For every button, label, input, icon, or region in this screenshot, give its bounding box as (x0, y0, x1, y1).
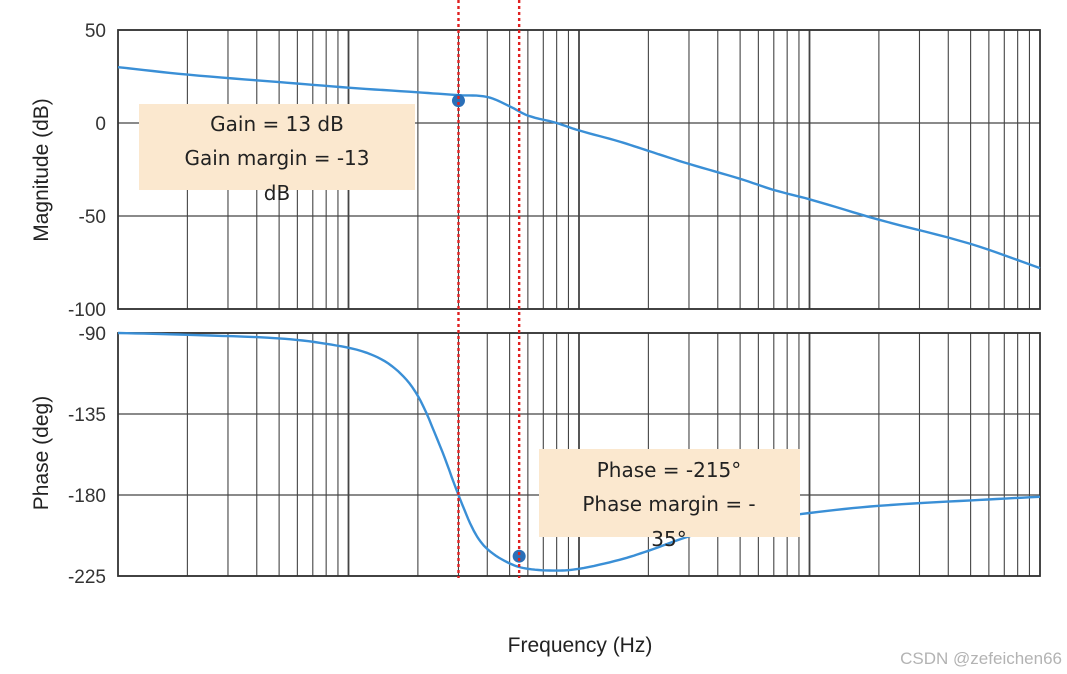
y-tick-label: -50 (79, 207, 106, 228)
data-point-marker (512, 549, 526, 563)
annotation-text: Gain = 13 dB (210, 112, 344, 136)
data-point-marker (451, 94, 465, 108)
annotation-text: dB (264, 181, 290, 205)
annotation-text: Phase margin = - (582, 492, 755, 516)
annotation-text: Gain margin = -13 (184, 146, 369, 170)
y-tick-label: 0 (95, 114, 106, 135)
watermark-text: CSDN @zefeichen66 (900, 649, 1062, 668)
annotation-text: 35° (651, 527, 686, 551)
series-line (117, 66, 1041, 270)
magnitude-y-axis-label: Magnitude (dB) (30, 98, 53, 242)
y-tick-label: -100 (68, 300, 106, 321)
y-tick-label: 50 (85, 21, 106, 42)
crossover-lines (457, 0, 521, 578)
annotations: Gain = 13 dB Gain margin = -13 dB Phase = -… (139, 104, 800, 551)
y-tick-label: -135 (68, 405, 106, 426)
annotation-background (139, 104, 415, 190)
y-tick-label: -180 (68, 486, 106, 507)
annotation-box: Phase = -215° Phase margin = - 35° (539, 449, 800, 551)
y-tick-label: -90 (79, 324, 106, 345)
annotation-text: Phase = -215° (597, 458, 742, 482)
y-tick-label: -225 (68, 567, 106, 588)
annotation-background (539, 449, 800, 537)
plot-frame (117, 29, 1041, 310)
phase-y-axis-label: Phase (deg) (30, 396, 53, 510)
x-axis-label: Frequency (Hz) (508, 634, 653, 657)
plot-frame (117, 332, 1041, 577)
annotation-box: Gain = 13 dB Gain margin = -13 dB (139, 104, 415, 205)
